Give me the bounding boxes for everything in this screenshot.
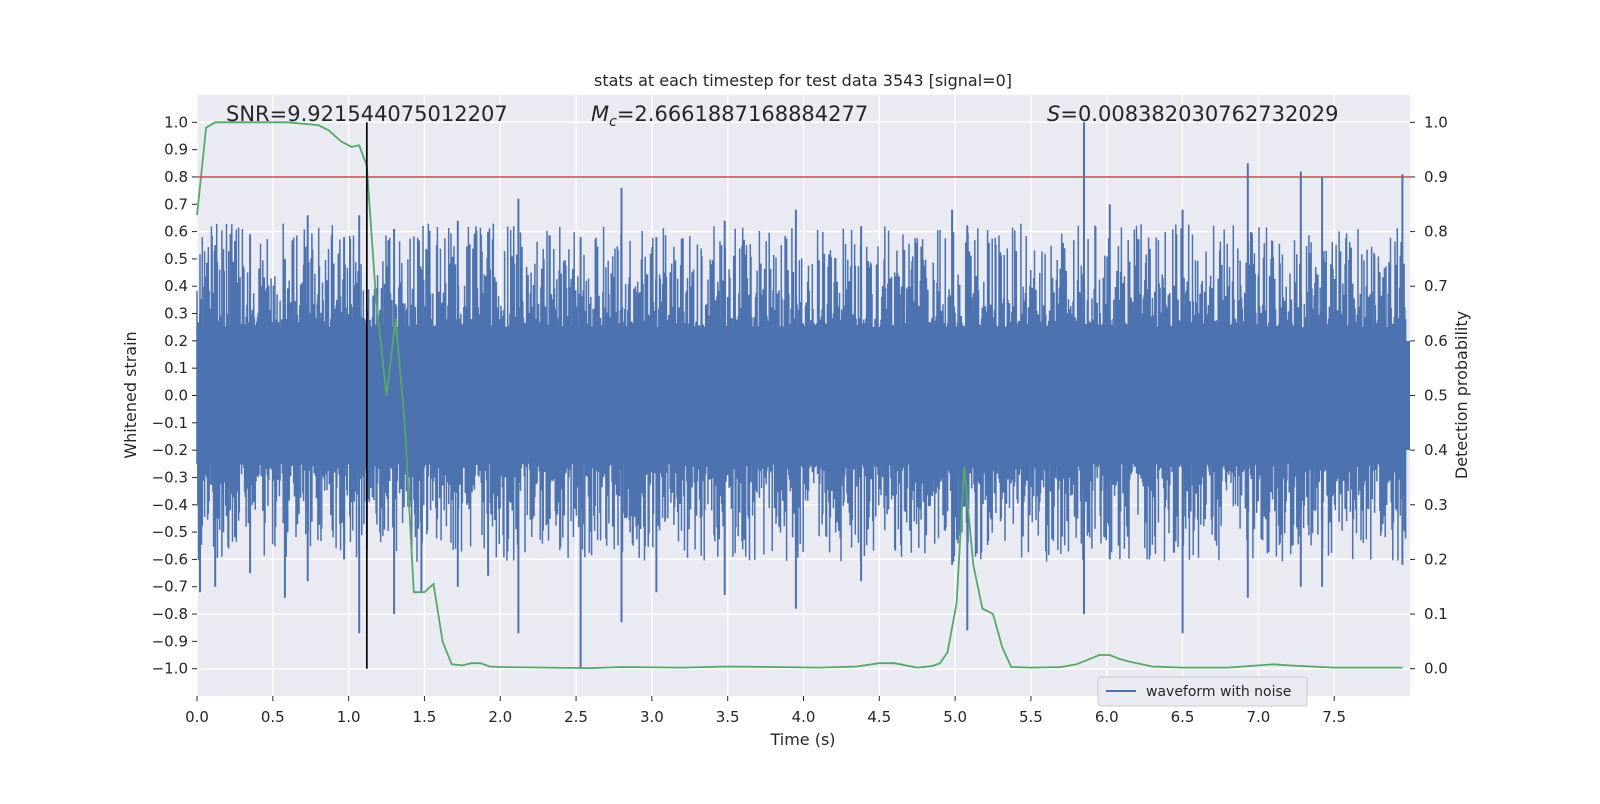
score-annotation: S=0.008382030762732029 (1047, 102, 1338, 126)
legend-label: waveform with noise (1146, 684, 1291, 700)
y-tick-label: −0.7 (152, 578, 188, 596)
y-tick-label: 0.1 (164, 359, 188, 377)
y-axis-label: Whitened strain (121, 331, 140, 458)
x-tick-label: 3.0 (640, 708, 664, 726)
probability-line (196, 121, 1403, 670)
x-tick-label: 4.0 (792, 708, 816, 726)
x-tick-label: 1.0 (337, 708, 361, 726)
chirp-mass-value: =2.6661887168884277 (617, 102, 868, 126)
snr-annotation: SNR=9.921544075012207 (226, 102, 508, 126)
score-value: =0.008382030762732029 (1060, 102, 1338, 126)
y-tick-label: 0.6 (164, 223, 188, 241)
chirp-mass-annotation: Mc=2.6661887168884277 (591, 102, 868, 130)
y-tick-label: 0.9 (164, 141, 188, 159)
x-tick-label: 2.0 (488, 708, 512, 726)
legend-box (1097, 676, 1308, 707)
y2-axis-label: Detection probability (1452, 311, 1471, 479)
legend: waveform with noise (1097, 676, 1308, 707)
y-tick-label: 0.7 (164, 195, 188, 213)
y2-tick-label: 0.0 (1424, 660, 1448, 678)
y-tick-label: 0.2 (164, 332, 188, 350)
y2-axis-ticks: 1.0 0.9 0.8 0.7 0.6 0.5 0.4 0.3 0.2 0.1 0.0 (1410, 113, 1448, 678)
x-axis-ticks: 0.0 0.5 1.0 1.5 2.0 2.5 3.0 3.5 4.0 4.5 5.0 5.5 6.0 6… (185, 696, 1346, 726)
x-tick-label: 7.5 (1322, 708, 1346, 726)
y2-tick-label: 1.0 (1424, 113, 1448, 131)
y2-tick-label: 0.8 (1424, 223, 1448, 241)
x-tick-label: 6.5 (1171, 708, 1195, 726)
x-tick-label: 7.0 (1246, 708, 1270, 726)
y2-tick-label: 0.7 (1424, 277, 1448, 295)
y-tick-label: 0.4 (164, 277, 188, 295)
score-symbol: S (1047, 102, 1060, 126)
x-axis-label: Time (s) (769, 730, 835, 749)
chart-title: stats at each timestep for test data 354… (594, 71, 1012, 90)
waveform-peaks (199, 122, 1404, 669)
x-tick-label: 0.5 (261, 708, 285, 726)
y2-tick-label: 0.2 (1424, 550, 1448, 568)
y-tick-label: −0.4 (152, 496, 188, 514)
x-tick-label: 6.0 (1095, 708, 1119, 726)
x-tick-label: 2.5 (564, 708, 588, 726)
chirp-mass-symbol: M (591, 102, 609, 126)
x-tick-label: 5.5 (1019, 708, 1043, 726)
x-tick-label: 0.0 (185, 708, 209, 726)
y-tick-label: 0.0 (164, 387, 188, 405)
y-tick-label: 0.8 (164, 168, 188, 186)
y2-tick-label: 0.5 (1424, 387, 1448, 405)
chirp-mass-subscript: c (609, 114, 617, 130)
y-tick-label: −0.5 (152, 523, 188, 541)
y-tick-label: 1.0 (164, 113, 188, 131)
y2-tick-label: 0.4 (1424, 441, 1448, 459)
y2-tick-label: 0.3 (1424, 496, 1448, 514)
x-tick-label: 1.5 (413, 708, 437, 726)
waveform-trace (196, 223, 1407, 562)
y-tick-label: −0.8 (152, 605, 188, 623)
y2-tick-label: 0.9 (1424, 168, 1448, 186)
y-tick-label: −1.0 (152, 660, 188, 678)
y-tick-label: −0.6 (152, 550, 188, 568)
x-tick-label: 4.5 (867, 708, 891, 726)
y-tick-label: −0.3 (152, 468, 188, 486)
x-tick-label: 5.0 (943, 708, 967, 726)
y-tick-label: −0.1 (152, 414, 188, 432)
y2-tick-label: 0.1 (1424, 605, 1448, 623)
y-tick-label: 0.3 (164, 305, 188, 323)
y-axis-ticks: 1.0 0.9 0.8 0.7 0.6 0.5 0.4 0.3 0.2 0.1 0.0 −0.1 −0.… (152, 113, 197, 678)
x-tick-label: 3.5 (716, 708, 740, 726)
y-tick-label: −0.2 (152, 441, 188, 459)
y-tick-label: 0.5 (164, 250, 188, 268)
y2-tick-label: 0.6 (1424, 332, 1448, 350)
y-tick-label: −0.9 (152, 632, 188, 650)
